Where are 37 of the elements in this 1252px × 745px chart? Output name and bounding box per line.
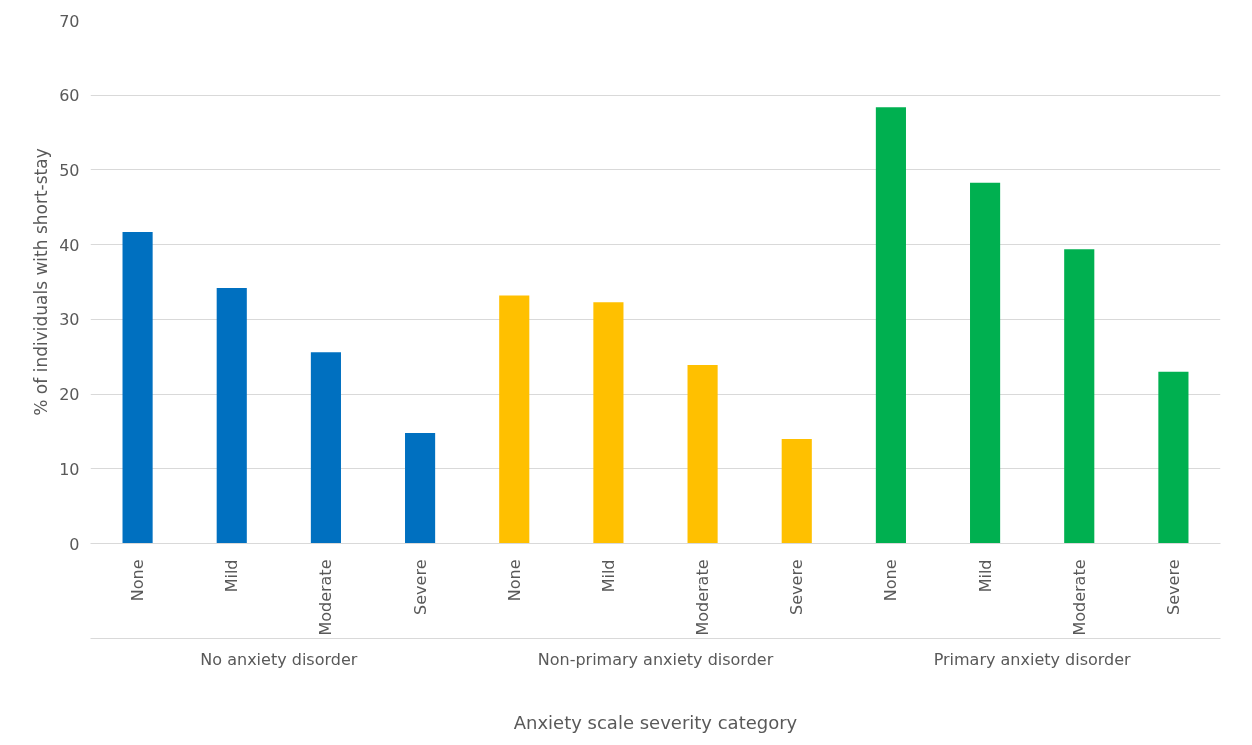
x-tick-label: None (128, 559, 148, 602)
x-tick-label: Mild (975, 559, 995, 593)
x-tick-label: Moderate (316, 559, 336, 636)
bar (781, 438, 812, 544)
text: Non-primary anxiety disorder (537, 649, 774, 669)
bar (875, 107, 906, 544)
bar (687, 364, 718, 544)
text: No anxiety disorder (200, 649, 358, 669)
x-tick-label: Moderate (693, 559, 713, 636)
y-tick-label: 0 (69, 534, 80, 554)
bar (122, 231, 153, 544)
y-tick-label: 70 (59, 11, 80, 31)
y-tick-label: 50 (59, 160, 80, 180)
y-tick-label: 40 (59, 235, 80, 255)
x-tick-label: Severe (1163, 559, 1183, 615)
bar (310, 352, 341, 544)
bar (1158, 371, 1189, 544)
x-tick-label: Severe (787, 559, 807, 615)
x-axis-title: Anxiety scale severity category (513, 711, 798, 733)
y-tick-label: 30 (59, 310, 80, 330)
y-tick-label: 10 (59, 459, 80, 479)
text: Primary anxiety disorder (933, 649, 1132, 669)
y-axis-title: % of individuals with short-stay (31, 148, 52, 416)
y-tick-label: 20 (59, 385, 80, 405)
bar (216, 287, 247, 544)
x-tick-label: Severe (410, 559, 430, 615)
bar (405, 432, 436, 544)
x-tick-label: None (504, 559, 524, 602)
x-tick-label: Mild (598, 559, 618, 593)
y-tick-label: 60 (59, 86, 80, 106)
bar (970, 182, 1001, 544)
bar (1064, 249, 1095, 544)
bar (593, 302, 624, 544)
x-tick-label: Moderate (1069, 559, 1089, 636)
x-tick-label: Mild (222, 559, 242, 593)
bar (499, 295, 530, 544)
x-tick-label: None (881, 559, 901, 602)
